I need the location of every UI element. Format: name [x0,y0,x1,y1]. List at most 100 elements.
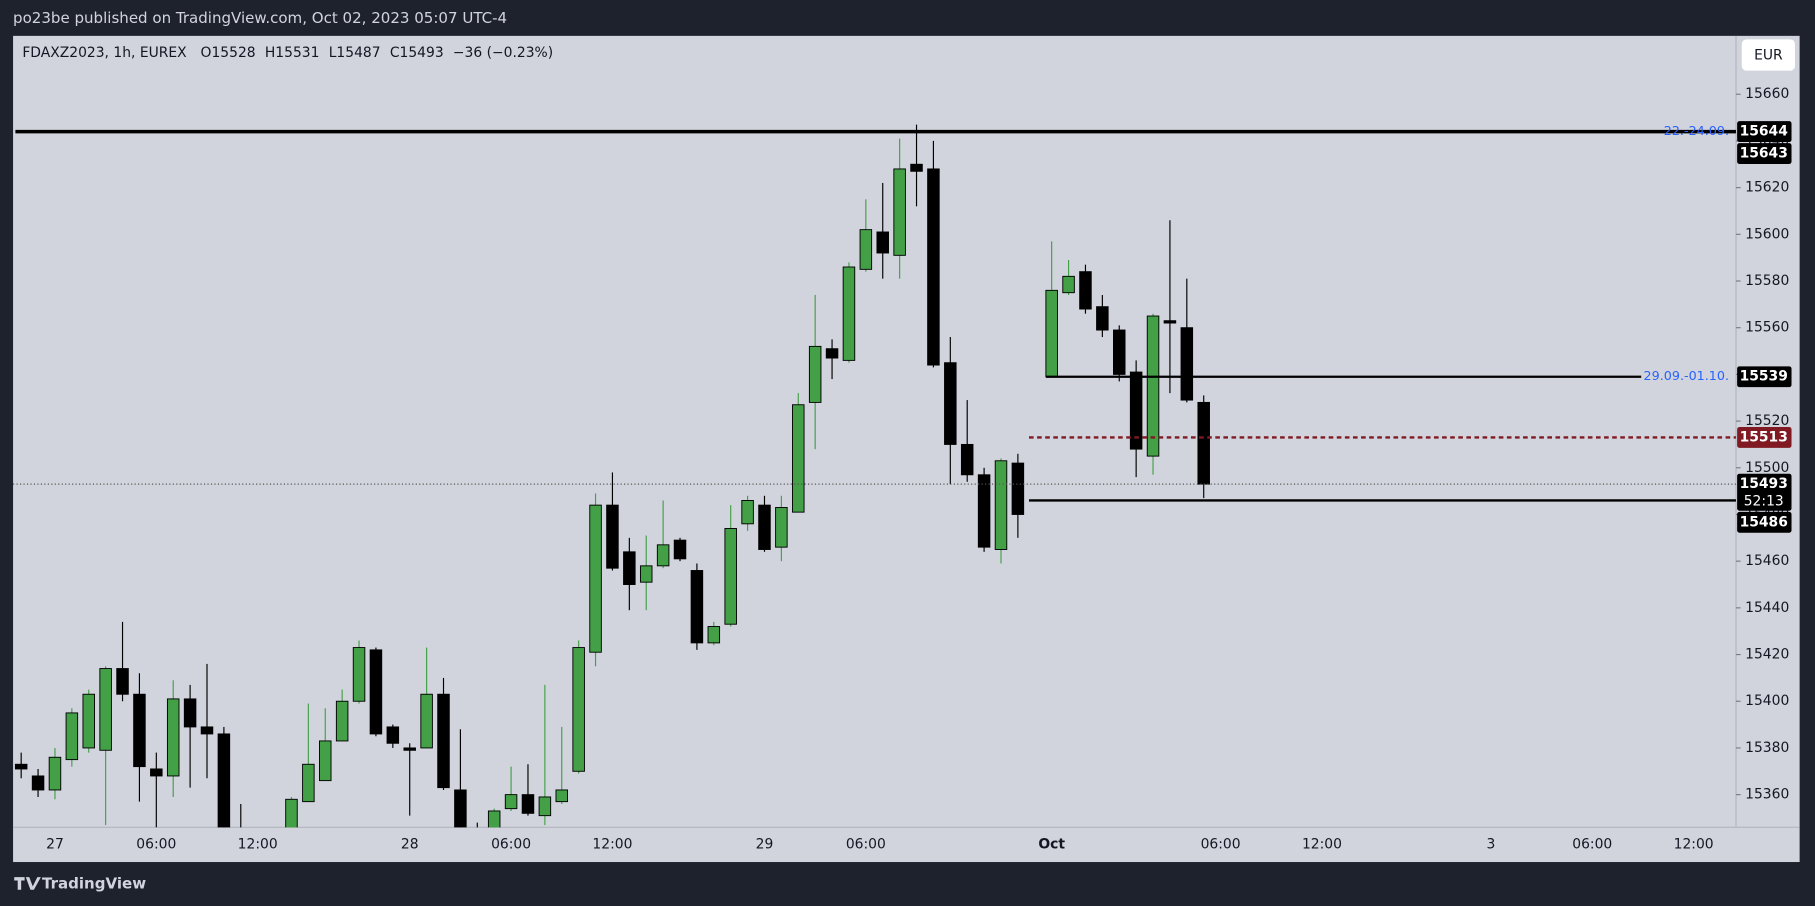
y-tick-label: 15600 [1745,226,1789,242]
candle-body [1062,275,1075,294]
candle-body [960,443,974,476]
y-tick-label: 15440 [1745,600,1789,616]
y-tick-label: 15560 [1745,320,1789,336]
y-tick-label: 15520 [1745,413,1789,429]
candle-body [673,539,687,560]
candle-body [808,345,822,403]
currency-button[interactable] [1741,39,1795,71]
candle-body [1129,371,1143,450]
candle-body [319,740,332,782]
ohlc-value: H15531 [265,45,320,61]
price-tag [1737,473,1792,511]
candle-body [859,229,873,270]
candle-body [14,763,28,770]
candle-body [335,700,349,742]
candle-body [842,266,856,361]
candle-body [724,528,737,625]
candle-body [977,474,991,548]
y-tick-label: 15620 [1745,180,1789,196]
candle-body [606,504,619,569]
x-tick-label: 06:00 [1572,837,1612,853]
x-tick-label: 12:00 [238,837,278,853]
footer: TradingView [42,875,146,893]
candle-body [150,768,163,777]
candle-body [1163,320,1177,324]
candle-body [116,668,129,695]
price-tag [1737,121,1792,143]
ohlc-value: L15487 [329,45,381,61]
price-tag [1737,366,1792,388]
y-tick-label: 15360 [1745,787,1789,803]
x-tick-label: 27 [46,837,64,853]
candle-body [386,726,400,744]
candle-body [369,649,383,735]
price-tag-label: 15513 [1740,429,1788,445]
x-tick-label: 12:00 [592,837,632,853]
price-tag-label: 15539 [1740,369,1788,385]
candle-body [690,570,704,644]
candle-body [994,460,1008,550]
candle-body [487,810,501,828]
price-tag [1737,427,1792,448]
x-tick-label: 12:00 [1302,837,1342,853]
y-tick-label: 15460 [1745,553,1789,569]
candle-body [893,168,906,256]
candle-body [1146,315,1160,457]
ohlc-value: −36 (−0.23%) [453,45,553,61]
price-tag [1737,511,1792,533]
candle-body [217,733,231,828]
candle-body [572,647,585,772]
candle-body [521,794,535,814]
candle-body [1079,271,1092,310]
price-tag [1737,143,1792,164]
candle-body [555,789,569,803]
candle-body [183,698,197,728]
footer-logo [14,877,41,890]
candle-body [82,693,95,749]
header: po23be published on TradingView.com, Oct… [13,9,507,27]
candle-body [200,726,214,735]
x-tick-label: 06:00 [491,837,531,853]
candle-body [1011,462,1025,515]
currency[interactable]: EUR [1754,48,1783,64]
y-tick-label: 15500 [1745,460,1789,476]
level-label: 22.-24.09. [1664,123,1729,138]
candle-body [437,693,450,789]
x-tick-label: 12:00 [1674,837,1714,853]
candle-body [1180,327,1194,401]
candle-body [623,551,636,585]
candle-body [775,507,788,548]
candle-body [876,231,889,254]
price-tag-label: 15644 [1740,124,1789,140]
x-tick-label: 29 [756,837,774,853]
candle-body [589,504,602,653]
candle-body [825,348,839,359]
y-tick-label: 15580 [1745,273,1789,289]
candle-body [31,775,45,791]
candle-body [1112,329,1126,375]
candle-body [1197,401,1210,485]
candle-body [166,698,180,777]
candle-body [707,626,721,644]
candle-body [352,647,366,702]
price-tag-label: 15486 [1740,514,1788,530]
symbol: FDAXZ2023, 1h, EUREX [22,45,187,61]
x-tick-label: 06:00 [1201,837,1241,853]
candle-body [639,565,653,583]
candle-body [454,789,467,828]
candle-body [758,504,771,550]
candle-body [48,756,62,791]
y-tick-label: 15660 [1745,86,1789,102]
ohlc-value: O15528 [201,45,256,61]
candle-body [538,796,552,817]
y-tick-label: 15400 [1745,693,1789,709]
candle-body [910,163,923,172]
y-tick-label: 15380 [1745,740,1789,756]
countdown: 52:13 [1744,493,1784,509]
candle-body [504,794,518,810]
chart-panel [13,35,1800,863]
price-tag-label: 15643 [1740,146,1788,162]
candle-body [741,500,754,525]
